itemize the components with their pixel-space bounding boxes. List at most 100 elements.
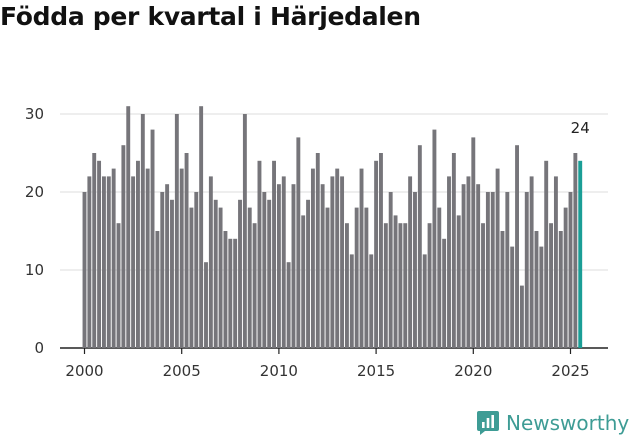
bar	[296, 137, 301, 348]
bar	[325, 207, 330, 348]
bar	[466, 176, 471, 348]
x-tick-label: 2000	[65, 362, 103, 380]
bar	[573, 153, 578, 348]
bar	[442, 238, 447, 348]
bar	[393, 215, 398, 348]
bar	[257, 160, 262, 348]
bar	[121, 145, 126, 348]
bar	[189, 207, 194, 348]
bar	[291, 184, 296, 348]
bar	[427, 223, 432, 348]
bar	[194, 192, 199, 348]
bar	[344, 223, 349, 348]
bar	[335, 168, 340, 348]
bar	[374, 160, 379, 348]
bar	[218, 207, 223, 348]
bar	[558, 231, 563, 348]
bar	[145, 168, 150, 348]
bar	[398, 223, 403, 348]
bar	[369, 254, 374, 348]
bar	[82, 192, 87, 348]
bar	[204, 262, 208, 348]
bar	[165, 184, 170, 348]
bar	[242, 114, 247, 348]
bar	[136, 160, 140, 348]
bar	[228, 238, 233, 348]
annotations: 24	[571, 119, 590, 137]
bar	[213, 199, 218, 348]
bar	[247, 207, 252, 348]
bar	[272, 160, 276, 348]
bar	[354, 207, 359, 348]
x-tick-label: 2010	[260, 362, 298, 380]
bar	[184, 153, 189, 348]
bar	[471, 137, 476, 348]
bar	[267, 199, 272, 348]
bar	[485, 192, 490, 348]
bar	[116, 223, 121, 348]
bar	[364, 207, 369, 348]
bar	[320, 184, 325, 348]
bar	[422, 254, 427, 348]
chart-title: Födda per kvartal i Härjedalen	[0, 2, 421, 31]
bar	[403, 223, 408, 348]
brand-name: Newsworthy	[506, 411, 630, 435]
bar	[281, 176, 286, 348]
bar	[252, 223, 257, 348]
bar-latest	[578, 160, 583, 348]
bar	[568, 192, 573, 348]
bar	[519, 285, 524, 348]
bar	[238, 199, 242, 348]
bar	[461, 184, 466, 348]
bar	[563, 207, 568, 348]
bar	[208, 176, 213, 348]
y-tick-label: 30	[25, 105, 44, 123]
bar	[223, 231, 228, 348]
bar	[310, 168, 315, 348]
bar	[101, 176, 106, 348]
bar	[199, 106, 204, 348]
bar	[179, 168, 184, 348]
x-tick-label: 2025	[551, 362, 589, 380]
bar	[413, 192, 417, 348]
bar	[500, 231, 505, 348]
x-tick-label: 2015	[357, 362, 395, 380]
bar	[544, 160, 549, 348]
bar	[481, 223, 485, 348]
bars	[82, 106, 583, 348]
bar	[140, 114, 145, 348]
bar	[330, 176, 335, 348]
bar	[106, 176, 111, 348]
bar	[97, 160, 102, 348]
bar	[286, 262, 291, 348]
tick-labels: 0 10 20 30 2000 2005 2010 2015 2020 2025	[25, 105, 590, 380]
newsworthy-logo: Newsworthy	[476, 408, 629, 438]
bar	[388, 192, 393, 348]
bar	[276, 184, 281, 348]
bar	[451, 153, 456, 348]
bar	[549, 223, 554, 348]
bar	[408, 176, 413, 348]
bar	[315, 153, 320, 348]
bar	[92, 153, 97, 348]
y-tick-label: 10	[25, 261, 44, 279]
bar	[515, 145, 519, 348]
bar	[262, 192, 267, 348]
bar	[301, 215, 306, 348]
x-tick-label: 2005	[163, 362, 201, 380]
bar	[490, 192, 495, 348]
newsworthy-logo-icon	[477, 411, 499, 435]
bar	[539, 246, 544, 348]
bar	[534, 231, 539, 348]
bar	[155, 231, 160, 348]
bar	[437, 207, 442, 348]
bar	[379, 153, 383, 348]
bar	[233, 238, 238, 348]
bar	[174, 114, 179, 348]
bar	[417, 145, 422, 348]
bar	[432, 129, 437, 348]
bar	[170, 199, 174, 348]
latest-value-label: 24	[571, 119, 590, 137]
bar	[505, 192, 510, 348]
